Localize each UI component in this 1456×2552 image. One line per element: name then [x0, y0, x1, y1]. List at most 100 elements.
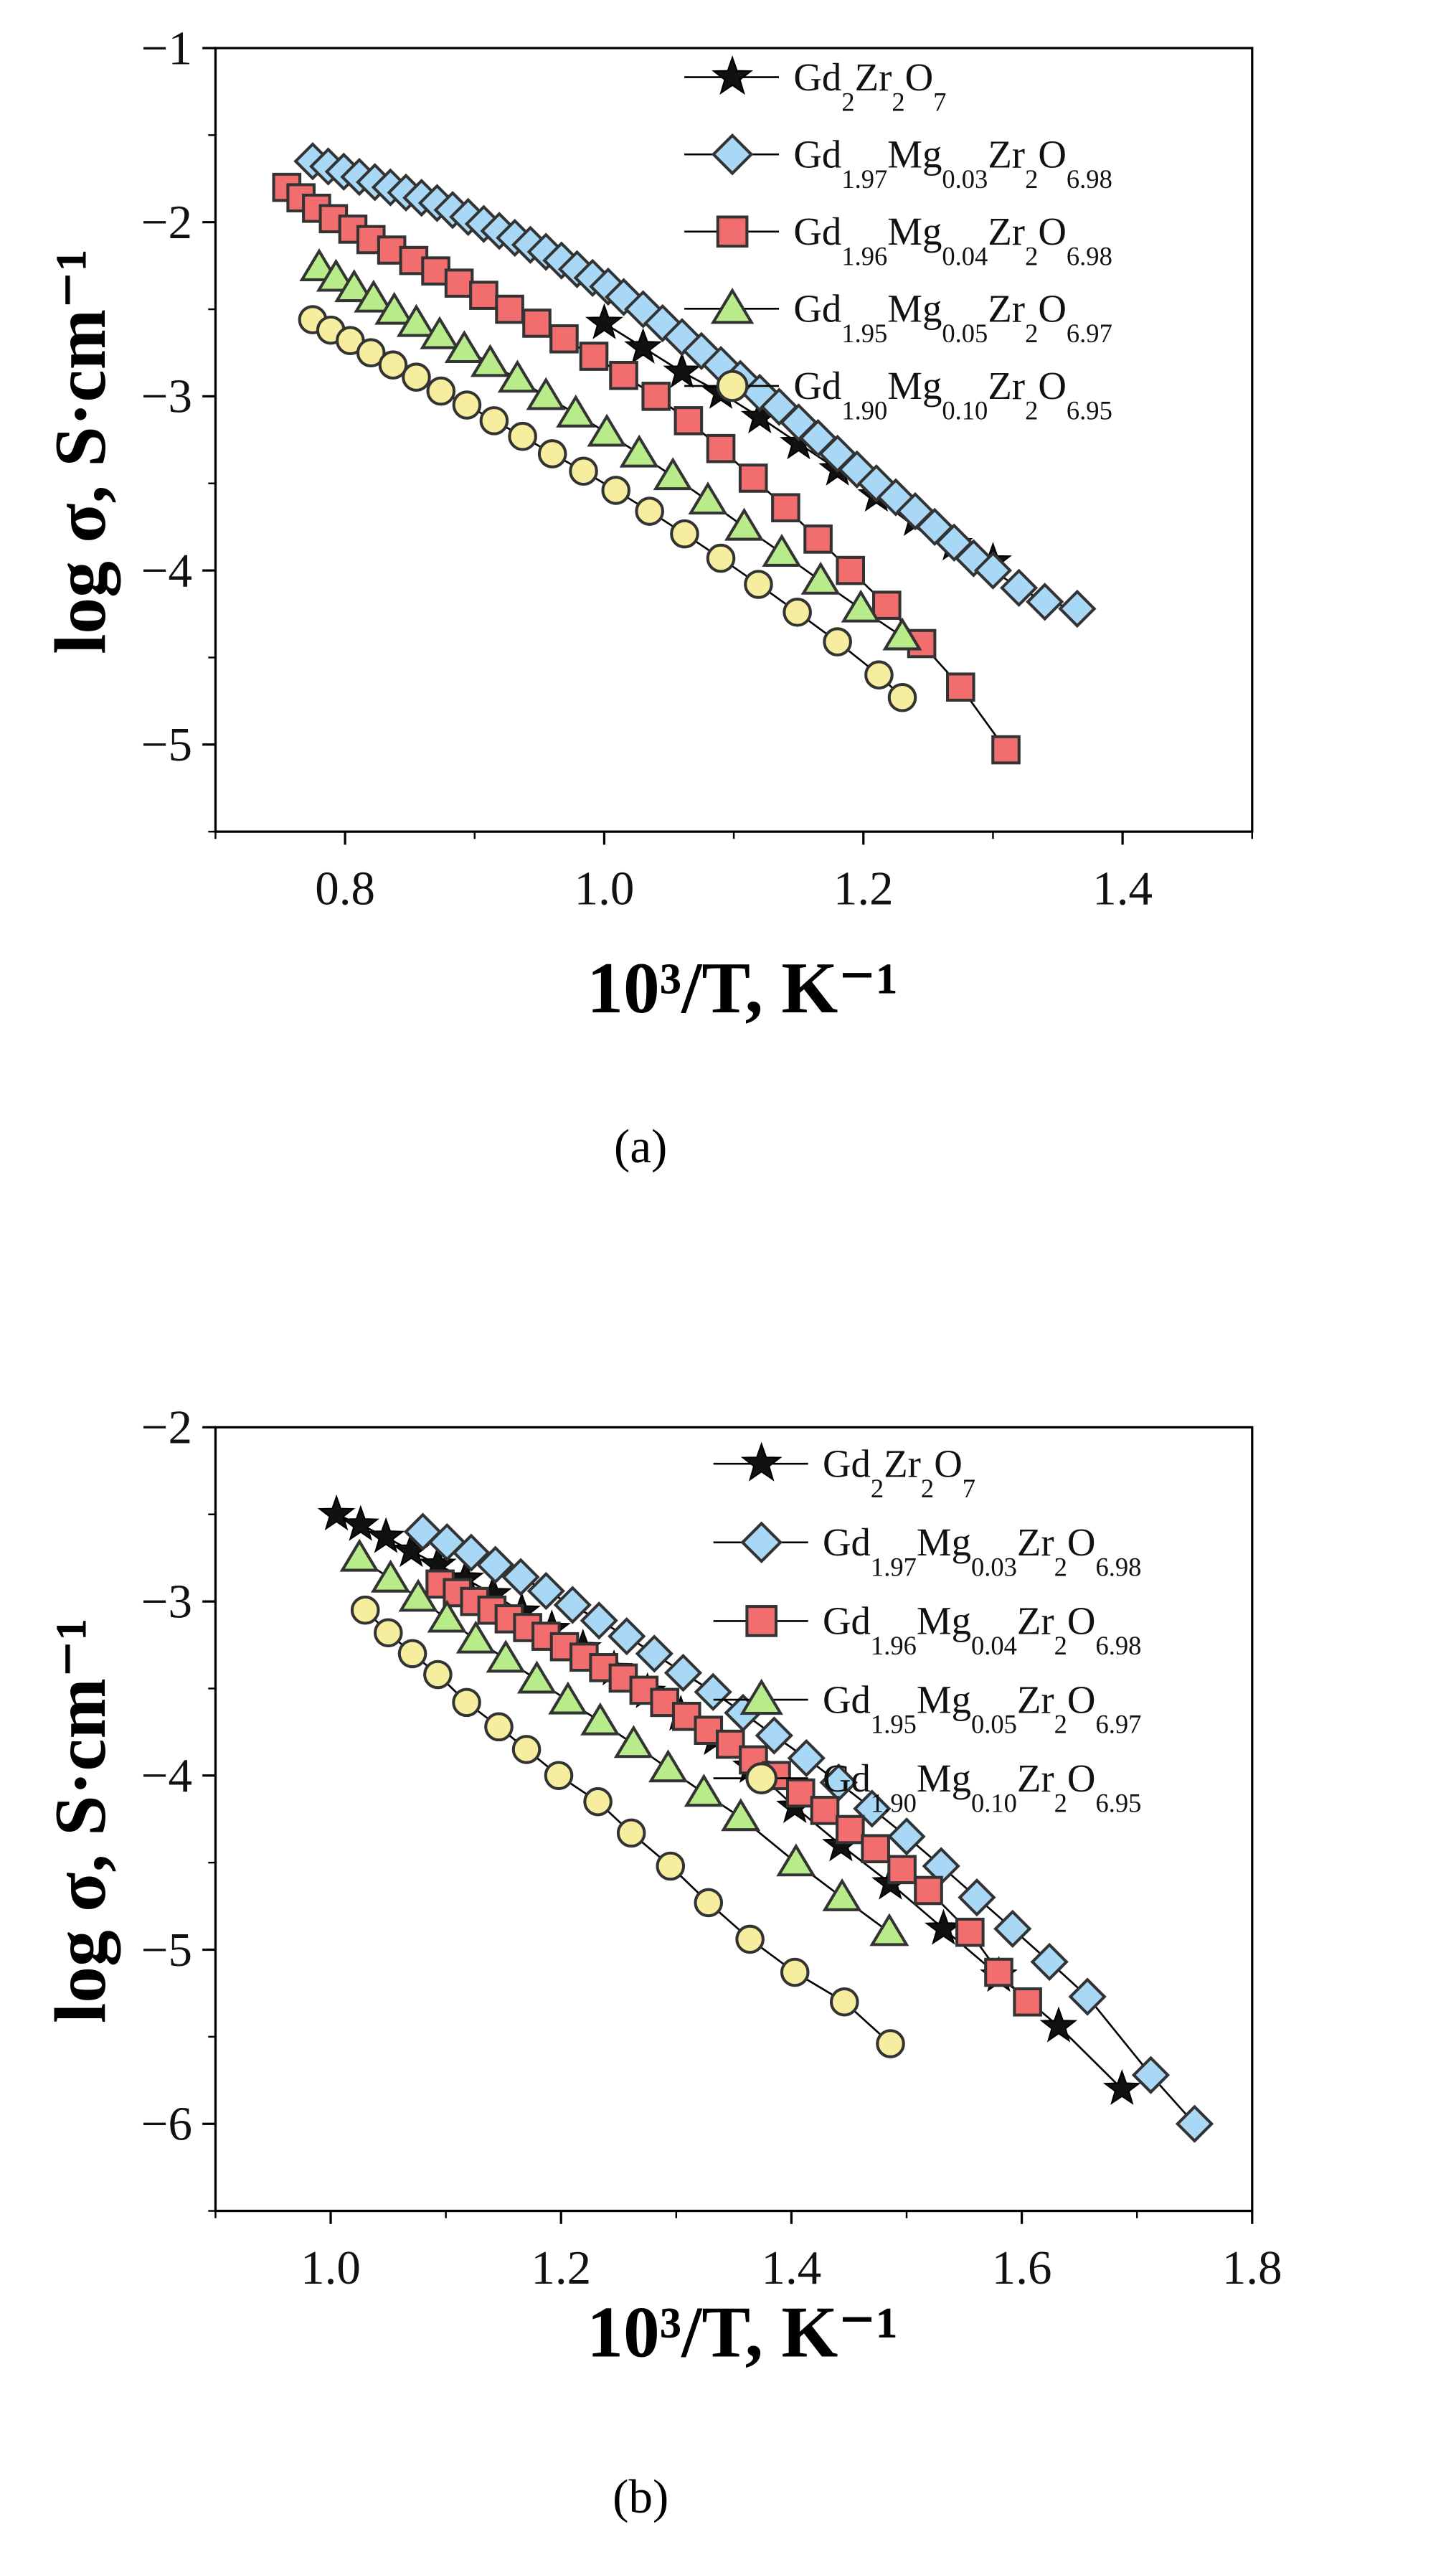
data-point	[367, 1517, 405, 1553]
data-point	[771, 493, 800, 523]
plot-frame	[214, 1426, 1254, 2213]
data-point	[479, 406, 509, 435]
data-point	[973, 551, 1013, 590]
data-point	[455, 1620, 496, 1654]
data-point	[991, 735, 1021, 765]
data-point	[915, 507, 954, 547]
legend-item: Gd1.90Mg0.10Zr2O6.95	[684, 364, 1112, 425]
chart-a: 0.8 1.0 1.2 1.4 −1 −2 −3 −4 −5 10³/T, K⁻¹ log σ, S…	[40, 22, 1254, 1173]
data-point	[341, 1505, 380, 1541]
data-point	[579, 342, 609, 371]
data-point	[403, 1512, 443, 1551]
data-point	[955, 1917, 985, 1947]
data-point	[553, 1586, 592, 1624]
legend-marker	[716, 369, 749, 402]
data-point	[740, 373, 779, 413]
data-point	[601, 476, 631, 505]
data-point	[818, 434, 857, 474]
legend-label: Gd1.90Mg0.10Zr2O6.95	[793, 364, 1112, 425]
data-point	[420, 316, 460, 349]
data-point	[1039, 2006, 1078, 2043]
chart-b: 1.0 1.2 1.4 1.6 1.8 −2 −3 −4 −5 −6 10³/T, K⁻¹ log σ…	[40, 1401, 1282, 2523]
data-point	[613, 1725, 653, 1758]
data-point	[452, 1687, 481, 1718]
series-line	[286, 186, 1007, 750]
data-point	[402, 362, 431, 392]
data-point	[744, 570, 773, 599]
data-point	[1131, 2056, 1171, 2094]
data-point	[1058, 589, 1097, 628]
series-2	[272, 172, 1021, 765]
data-point	[869, 1913, 909, 1946]
x-tick-label: 1.0	[301, 2241, 361, 2294]
y-tick-label: −5	[141, 718, 192, 771]
data-point	[887, 682, 917, 712]
data-point	[374, 291, 415, 325]
data-point	[356, 338, 386, 368]
x-tick-label: 1.6	[992, 2241, 1052, 2294]
data-point	[426, 376, 456, 406]
legend-label: Gd1.95Mg0.05Zr2O6.97	[793, 287, 1112, 348]
y-axis-label: log σ, S·cm⁻¹	[40, 249, 120, 654]
data-point	[783, 598, 812, 627]
data-point	[836, 1814, 865, 1845]
data-point	[334, 269, 374, 303]
series-2	[425, 1569, 1042, 2017]
data-point	[694, 1672, 732, 1711]
x-axis-label: 10³/T, K⁻¹	[587, 948, 898, 1028]
data-point	[755, 1716, 793, 1755]
data-point	[608, 1617, 646, 1656]
legend-label: Gd1.96Mg0.04Zr2O6.98	[823, 1599, 1141, 1660]
data-point	[984, 1957, 1013, 1987]
legend-item: Gd1.96Mg0.04Zr2O6.98	[713, 1599, 1141, 1660]
data-point	[673, 406, 704, 435]
data-point	[724, 507, 765, 541]
data-point	[864, 660, 894, 690]
data-point	[398, 1578, 438, 1612]
data-point	[635, 1634, 673, 1673]
data-point	[624, 327, 663, 364]
data-point	[721, 1798, 761, 1832]
legend-label: Gd1.90Mg0.10Zr2O6.95	[823, 1756, 1141, 1817]
data-point	[526, 1571, 565, 1611]
x-tick-label: 0.8	[315, 862, 375, 915]
data-point	[787, 1738, 826, 1778]
data-point	[1026, 583, 1064, 621]
data-point	[887, 1855, 917, 1885]
data-point	[317, 1494, 356, 1531]
legend-marker	[740, 1441, 783, 1482]
data-point	[663, 352, 701, 388]
data-point	[396, 303, 437, 337]
x-tick-label: 1.4	[762, 2241, 822, 2294]
data-point	[508, 421, 537, 451]
legend-label: Gd1.95Mg0.05Zr2O6.97	[823, 1677, 1141, 1738]
data-point	[958, 1878, 996, 1917]
data-point	[427, 1599, 467, 1633]
data-point	[469, 281, 498, 310]
data-point	[841, 589, 881, 623]
data-point	[635, 496, 664, 526]
legend-marker	[710, 288, 755, 324]
y-tick-label: −3	[141, 1575, 192, 1628]
data-point	[526, 377, 566, 410]
data-point	[688, 481, 728, 515]
data-point	[694, 1888, 724, 1918]
data-point	[663, 1653, 703, 1692]
data-point	[882, 617, 922, 651]
y-tick-label: −6	[141, 2098, 192, 2151]
data-point	[484, 1712, 514, 1742]
legend-label: Gd1.96Mg0.04Zr2O6.98	[793, 209, 1112, 270]
series-1	[293, 142, 1097, 628]
data-point	[339, 1538, 379, 1572]
data-point	[452, 390, 482, 420]
data-point	[544, 1761, 574, 1791]
panel-label: (a)	[614, 1120, 667, 1173]
data-point	[444, 330, 484, 364]
data-point	[872, 590, 902, 620]
x-tick-label: 1.4	[1092, 862, 1153, 915]
x-axis-label: 10³/T, K⁻¹	[587, 2292, 898, 2373]
data-point	[670, 519, 699, 549]
legend-marker	[745, 1605, 778, 1637]
data-point	[656, 1851, 686, 1881]
data-point	[585, 303, 623, 339]
